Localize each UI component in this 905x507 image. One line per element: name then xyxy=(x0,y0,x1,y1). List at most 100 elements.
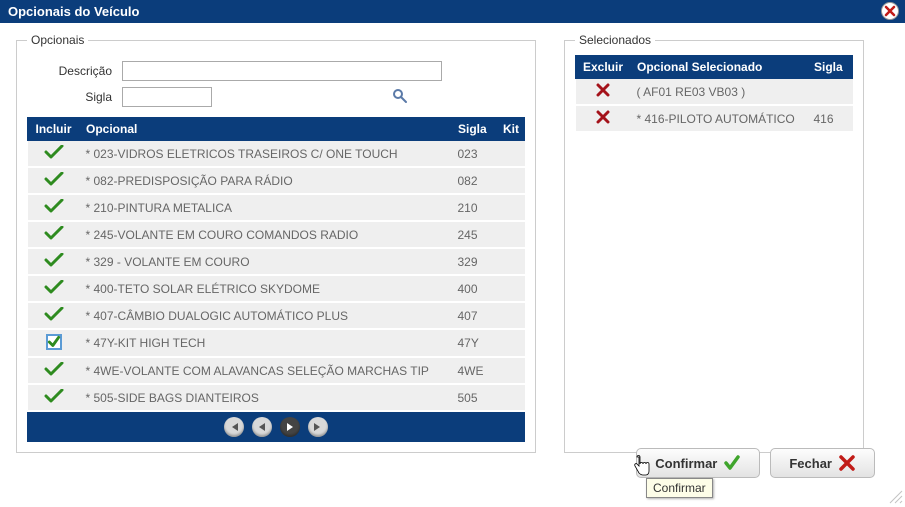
checkmark-icon xyxy=(44,307,64,321)
include-toggle[interactable] xyxy=(28,329,80,357)
table-row[interactable]: * 407-CÂMBIO DUALOGIC AUTOMÁTICO PLUS407 xyxy=(28,302,525,329)
option-kit xyxy=(497,302,525,329)
table-row[interactable]: * 245-VOLANTE EM COURO COMANDOS RADIO245 xyxy=(28,221,525,248)
fechar-label: Fechar xyxy=(789,456,832,471)
option-label: * 245-VOLANTE EM COURO COMANDOS RADIO xyxy=(80,221,452,248)
sigla-row: Sigla xyxy=(27,87,525,107)
table-row[interactable]: ( AF01 RE03 VB03 ) xyxy=(576,79,853,106)
option-kit xyxy=(497,167,525,194)
selected-label: ( AF01 RE03 VB03 ) xyxy=(631,79,808,106)
fechar-button[interactable]: Fechar xyxy=(770,448,875,478)
checkmark-icon xyxy=(44,226,64,240)
selected-panel: Selecionados Excluir Opcional Selecionad… xyxy=(564,33,864,453)
option-sigla: 082 xyxy=(452,167,497,194)
option-kit xyxy=(497,384,525,411)
option-label: * 400-TETO SOLAR ELÉTRICO SKYDOME xyxy=(80,275,452,302)
include-toggle[interactable] xyxy=(28,302,80,329)
option-label: * 023-VIDROS ELETRICOS TRASEIROS C/ ONE … xyxy=(80,141,452,168)
checkmark-icon xyxy=(44,172,64,186)
search-icon[interactable] xyxy=(392,88,408,107)
checkmark-icon xyxy=(44,362,64,376)
page-next-icon[interactable] xyxy=(280,417,300,437)
table-row[interactable]: * 47Y-KIT HIGH TECH47Y xyxy=(28,329,525,357)
col-incluir[interactable]: Incluir xyxy=(28,118,80,141)
option-sigla: 400 xyxy=(452,275,497,302)
selected-sigla xyxy=(808,79,853,106)
option-sigla: 4WE xyxy=(452,357,497,384)
col-sigla2[interactable]: Sigla xyxy=(808,56,853,79)
checkmark-icon xyxy=(44,389,64,403)
descricao-row: Descrição xyxy=(27,61,525,81)
table-row[interactable]: * 416-PILOTO AUTOMÁTICO416 xyxy=(576,105,853,132)
table-row[interactable]: * 505-SIDE BAGS DIANTEIROS505 xyxy=(28,384,525,411)
col-opcional[interactable]: Opcional xyxy=(80,118,452,141)
sigla-label: Sigla xyxy=(27,90,122,104)
option-sigla: 210 xyxy=(452,194,497,221)
option-sigla: 245 xyxy=(452,221,497,248)
resize-grip-icon[interactable] xyxy=(889,490,903,504)
option-kit xyxy=(497,357,525,384)
options-table: Incluir Opcional Sigla Kit * 023-VIDROS … xyxy=(27,117,525,412)
selected-label: * 416-PILOTO AUTOMÁTICO xyxy=(631,105,808,132)
table-row[interactable]: * 329 - VOLANTE EM COURO329 xyxy=(28,248,525,275)
delete-icon xyxy=(596,86,610,100)
option-label: * 4WE-VOLANTE COM ALAVANCAS SELEÇÃO MARC… xyxy=(80,357,452,384)
checkbox-icon xyxy=(46,334,62,352)
option-label: * 47Y-KIT HIGH TECH xyxy=(80,329,452,357)
option-kit xyxy=(497,194,525,221)
paginator xyxy=(27,412,525,442)
page-prev-icon[interactable] xyxy=(252,417,272,437)
selected-legend: Selecionados xyxy=(575,33,655,47)
confirmar-button[interactable]: Confirmar xyxy=(636,448,760,478)
option-kit xyxy=(497,141,525,168)
footer-buttons: Confirmar Fechar xyxy=(636,448,875,478)
option-kit xyxy=(497,221,525,248)
dialog-title: Opcionais do Veículo xyxy=(8,4,139,19)
include-toggle[interactable] xyxy=(28,357,80,384)
table-row[interactable]: * 400-TETO SOLAR ELÉTRICO SKYDOME400 xyxy=(28,275,525,302)
table-row[interactable]: * 4WE-VOLANTE COM ALAVANCAS SELEÇÃO MARC… xyxy=(28,357,525,384)
include-toggle[interactable] xyxy=(28,141,80,168)
option-label: * 505-SIDE BAGS DIANTEIROS xyxy=(80,384,452,411)
page-last-icon[interactable] xyxy=(308,417,328,437)
option-label: * 082-PREDISPOSIÇÃO PARA RÁDIO xyxy=(80,167,452,194)
delete-icon xyxy=(596,113,610,127)
descricao-input[interactable] xyxy=(122,61,442,81)
col-excluir[interactable]: Excluir xyxy=(576,56,631,79)
table-row[interactable]: * 023-VIDROS ELETRICOS TRASEIROS C/ ONE … xyxy=(28,141,525,168)
include-toggle[interactable] xyxy=(28,384,80,411)
page-first-icon[interactable] xyxy=(224,417,244,437)
exclude-toggle[interactable] xyxy=(576,79,631,106)
include-toggle[interactable] xyxy=(28,167,80,194)
selected-sigla: 416 xyxy=(808,105,853,132)
table-row[interactable]: * 082-PREDISPOSIÇÃO PARA RÁDIO082 xyxy=(28,167,525,194)
table-row[interactable]: * 210-PINTURA METALICA210 xyxy=(28,194,525,221)
include-toggle[interactable] xyxy=(28,221,80,248)
descricao-label: Descrição xyxy=(27,64,122,78)
check-icon xyxy=(723,454,741,472)
option-kit xyxy=(497,248,525,275)
option-kit xyxy=(497,329,525,357)
tooltip: Confirmar xyxy=(646,478,713,498)
selected-table: Excluir Opcional Selecionado Sigla ( AF0… xyxy=(575,55,853,133)
exclude-toggle[interactable] xyxy=(576,105,631,132)
include-toggle[interactable] xyxy=(28,194,80,221)
option-sigla: 023 xyxy=(452,141,497,168)
option-label: * 329 - VOLANTE EM COURO xyxy=(80,248,452,275)
option-sigla: 47Y xyxy=(452,329,497,357)
option-kit xyxy=(497,275,525,302)
confirmar-label: Confirmar xyxy=(655,456,717,471)
option-label: * 407-CÂMBIO DUALOGIC AUTOMÁTICO PLUS xyxy=(80,302,452,329)
col-sigla[interactable]: Sigla xyxy=(452,118,497,141)
include-toggle[interactable] xyxy=(28,248,80,275)
option-label: * 210-PINTURA METALICA xyxy=(80,194,452,221)
col-kit[interactable]: Kit xyxy=(497,118,525,141)
close-icon[interactable] xyxy=(881,2,899,20)
option-sigla: 407 xyxy=(452,302,497,329)
include-toggle[interactable] xyxy=(28,275,80,302)
col-opsel[interactable]: Opcional Selecionado xyxy=(631,56,808,79)
x-icon xyxy=(838,454,856,472)
option-sigla: 329 xyxy=(452,248,497,275)
sigla-input[interactable] xyxy=(122,87,212,107)
option-sigla: 505 xyxy=(452,384,497,411)
